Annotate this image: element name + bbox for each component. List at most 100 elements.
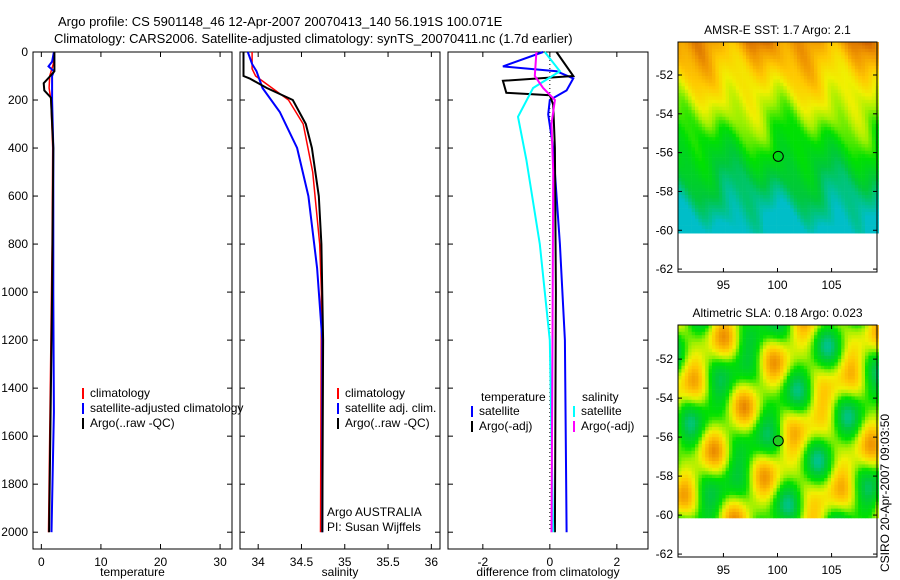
map-cell bbox=[732, 137, 737, 141]
map-cell bbox=[698, 406, 703, 411]
map-cell bbox=[820, 93, 825, 97]
map-cell bbox=[705, 208, 709, 213]
map-cell bbox=[735, 382, 740, 387]
map-cell bbox=[718, 144, 723, 148]
map-cell bbox=[827, 157, 832, 162]
map-cell bbox=[790, 178, 794, 182]
map-cell bbox=[824, 342, 828, 346]
map-cell bbox=[715, 201, 720, 206]
map-cell bbox=[732, 86, 737, 90]
map-cell bbox=[817, 205, 822, 209]
map-cell bbox=[691, 355, 696, 360]
map-cell bbox=[807, 150, 811, 155]
map-cell bbox=[735, 181, 740, 186]
map-cell bbox=[854, 335, 859, 339]
map-cell bbox=[759, 212, 764, 216]
map-cell bbox=[705, 79, 709, 84]
map-cell bbox=[759, 99, 764, 104]
map-cell bbox=[766, 396, 771, 401]
map-cell bbox=[756, 62, 760, 67]
map-cell bbox=[691, 369, 696, 373]
map-cell bbox=[820, 382, 825, 387]
map-cell bbox=[701, 147, 706, 152]
map-cell bbox=[705, 116, 709, 121]
map-cell bbox=[678, 62, 682, 67]
map-cell bbox=[752, 113, 757, 118]
map-cell bbox=[725, 188, 730, 192]
map-cell bbox=[739, 365, 743, 370]
map-cell bbox=[803, 120, 808, 124]
map-cell bbox=[678, 89, 682, 94]
map-cell bbox=[715, 137, 720, 141]
map-cell bbox=[678, 93, 682, 97]
map-cell bbox=[841, 79, 845, 84]
map-cell bbox=[729, 110, 733, 114]
map-cell bbox=[803, 181, 808, 186]
map-cell bbox=[810, 130, 815, 135]
map-cell bbox=[865, 171, 869, 175]
map-cell bbox=[827, 195, 832, 199]
map-cell bbox=[701, 218, 706, 223]
map-cell bbox=[729, 352, 733, 356]
map-cell bbox=[698, 157, 703, 162]
map-cell bbox=[848, 208, 852, 213]
map-cell bbox=[865, 106, 869, 111]
map-cell bbox=[827, 212, 832, 216]
map-cell bbox=[739, 48, 743, 53]
map-cell bbox=[793, 335, 798, 339]
map-cell bbox=[729, 144, 733, 148]
map-cell bbox=[824, 222, 828, 226]
map-cell bbox=[773, 188, 777, 192]
map-cell bbox=[871, 403, 876, 407]
map-cell bbox=[766, 335, 771, 339]
map-cell bbox=[722, 161, 726, 165]
map-cell bbox=[834, 396, 839, 401]
map-cell bbox=[701, 348, 706, 353]
map-cell bbox=[807, 69, 811, 73]
map-cell bbox=[865, 76, 869, 80]
map-cell bbox=[807, 99, 811, 104]
map-cell bbox=[837, 396, 842, 401]
map-cell bbox=[742, 42, 747, 46]
map-cell bbox=[742, 386, 747, 390]
map-cell bbox=[854, 188, 859, 192]
map-cell bbox=[678, 184, 682, 189]
map-cell bbox=[854, 222, 859, 226]
map-cell bbox=[725, 215, 730, 220]
map-cell bbox=[769, 99, 774, 104]
map-cell bbox=[681, 218, 686, 223]
map-cell bbox=[698, 167, 703, 172]
map-cell bbox=[691, 174, 696, 179]
map-cell bbox=[776, 96, 781, 101]
map-cell bbox=[712, 116, 716, 121]
map-cell bbox=[718, 72, 723, 77]
map-cell bbox=[729, 342, 733, 346]
map-cell bbox=[854, 215, 859, 220]
map-cell bbox=[780, 389, 784, 394]
map-cell bbox=[831, 113, 835, 118]
map-cell bbox=[695, 348, 699, 353]
map-cell bbox=[691, 218, 696, 223]
map-cell bbox=[742, 150, 747, 155]
map-cell bbox=[827, 222, 832, 226]
map-cell bbox=[766, 331, 771, 336]
map-cell bbox=[732, 133, 737, 138]
map-cell bbox=[820, 184, 825, 189]
map-cell bbox=[729, 171, 733, 175]
map-cell bbox=[803, 59, 808, 63]
map-cell bbox=[695, 48, 699, 53]
map-cell bbox=[780, 205, 784, 209]
map-cell bbox=[681, 195, 686, 199]
map-cell bbox=[868, 365, 873, 370]
map-cell bbox=[854, 396, 859, 401]
map-cell bbox=[865, 201, 869, 206]
map-cell bbox=[793, 359, 798, 363]
map-cell bbox=[831, 147, 835, 152]
map-cell bbox=[773, 137, 777, 141]
map-cell bbox=[793, 89, 798, 94]
map-cell bbox=[803, 372, 808, 377]
map-cell bbox=[861, 45, 866, 50]
map-cell bbox=[797, 161, 801, 165]
map-cell bbox=[773, 154, 777, 158]
map-cell bbox=[851, 69, 856, 73]
